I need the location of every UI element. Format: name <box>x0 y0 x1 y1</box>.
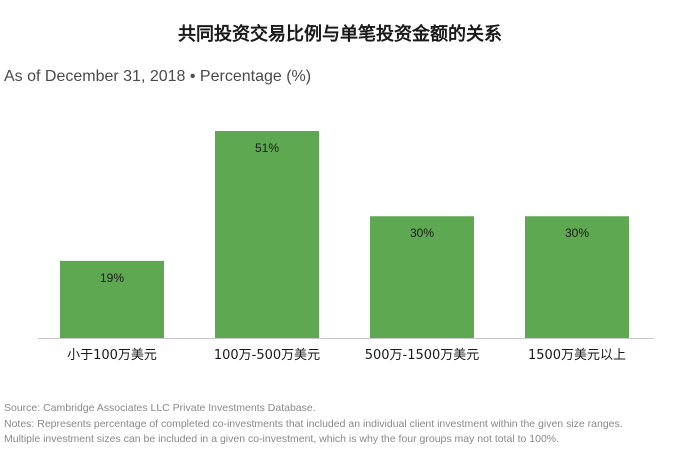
notes-line-1: Notes: Represents percentage of complete… <box>4 417 623 430</box>
source-note: Source: Cambridge Associates LLC Private… <box>4 402 316 414</box>
category-label-2: 100万-500万美元 <box>214 348 320 363</box>
footnotes: Source: Cambridge Associates LLC Private… <box>4 401 680 448</box>
bar-1 <box>60 260 164 338</box>
chart-title: 共同投资交易比例与单笔投资金额的关系 <box>178 24 502 45</box>
bar-value-label-4: 30% <box>565 226 589 240</box>
bar-2 <box>215 131 319 338</box>
chart-subtitle: As of December 31, 2018 • Percentage (%) <box>4 68 312 85</box>
bar-value-label-1: 19% <box>100 271 124 285</box>
notes-line-2: Multiple investment sizes can be include… <box>4 433 560 445</box>
bar-3 <box>370 216 474 338</box>
category-label-3: 500万-1500万美元 <box>365 348 480 363</box>
bar-value-label-3: 30% <box>410 226 434 240</box>
bar-4 <box>525 216 629 338</box>
category-label-4: 1500万美元以上 <box>528 348 626 363</box>
bar-value-label-2: 51% <box>255 141 279 155</box>
category-label-1: 小于100万美元 <box>67 348 157 363</box>
bar-chart: 19% 小于100万美元 51% 100万-500万美元 30% 500万-1500万美元… <box>38 131 654 363</box>
